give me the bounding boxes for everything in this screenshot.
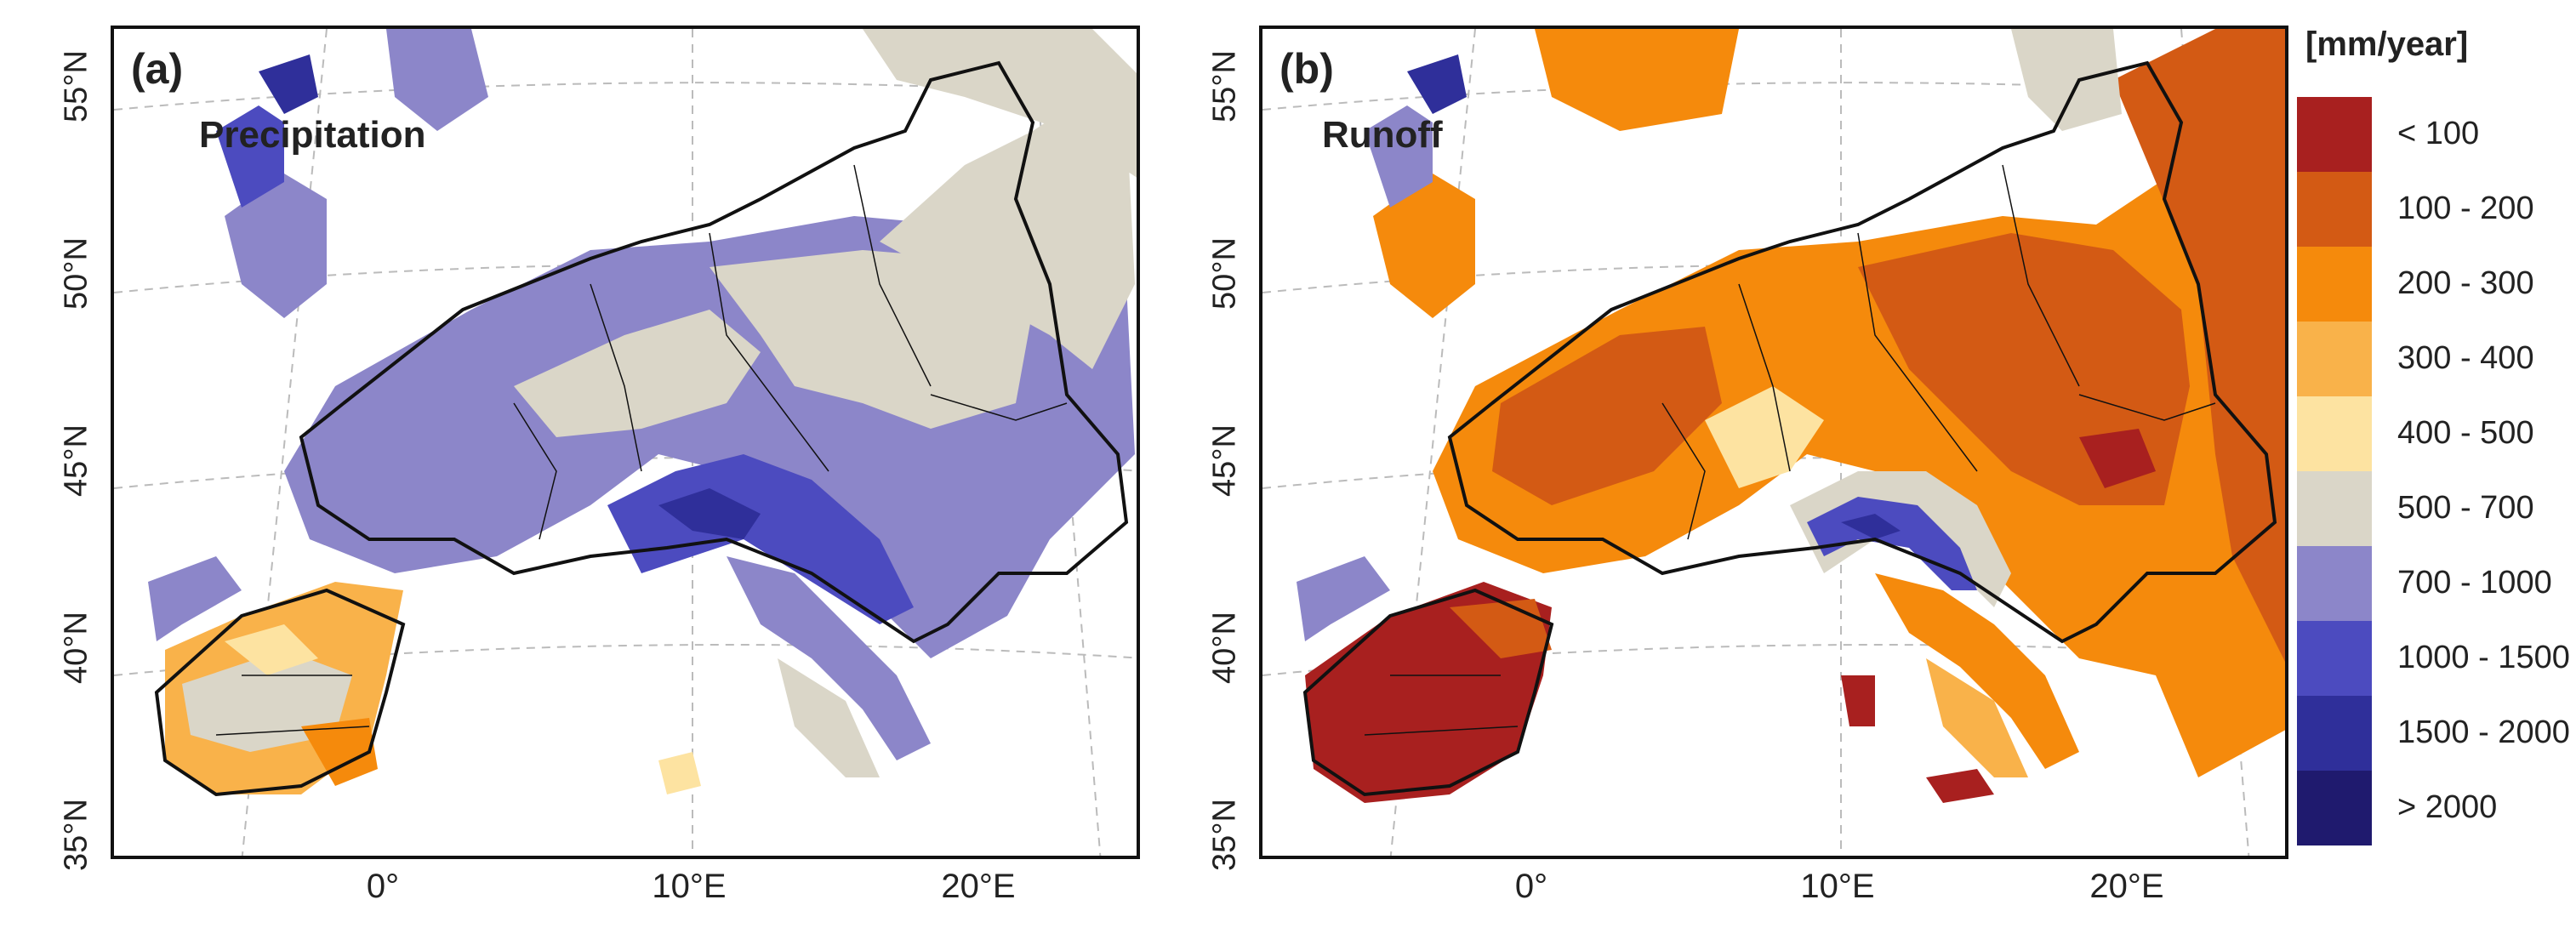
legend-swatch [2297, 471, 2372, 546]
legend-label: > 2000 [2397, 789, 2498, 825]
legend-label: 500 - 700 [2397, 490, 2534, 526]
lon-label-b-10e: 10°E [1800, 868, 1875, 905]
precipitation-map [114, 29, 1137, 856]
lat-label-a-45: 45°N [58, 424, 94, 497]
lat-label-a-50: 50°N [58, 237, 94, 310]
legend-swatch [2297, 247, 2372, 322]
legend-swatch [2297, 621, 2372, 696]
legend-swatch [2297, 172, 2372, 247]
lat-label-b-45: 45°N [1206, 424, 1243, 497]
legend-label: < 100 [2397, 116, 2480, 151]
legend-item: 1000 - 1500 [2297, 621, 2570, 696]
legend-label: 1000 - 1500 [2397, 640, 2570, 675]
legend-swatch [2297, 396, 2372, 471]
legend-item: > 2000 [2297, 771, 2569, 845]
runoff-map [1262, 29, 2285, 856]
lat-label-a-40: 40°N [58, 612, 94, 684]
lat-label-a-55: 55°N [58, 50, 94, 122]
legend: [mm/year] < 100 100 - 200 200 - 300 300 … [2297, 26, 2570, 859]
lat-label-b-40: 40°N [1206, 612, 1243, 684]
lon-label-b-20e: 20°E [2089, 868, 2164, 905]
lat-label-b-55: 55°N [1206, 50, 1243, 122]
legend-item: 200 - 300 [2297, 247, 2569, 322]
legend-label: 200 - 300 [2397, 265, 2534, 301]
lat-label-b-35: 35°N [1206, 799, 1243, 871]
lat-label-a-35: 35°N [58, 799, 94, 871]
legend-label: 700 - 1000 [2397, 565, 2552, 601]
panel-a-label: (a) [131, 45, 184, 93]
legend-item: 400 - 500 [2297, 396, 2569, 471]
lon-label-b-0: 0° [1514, 868, 1548, 905]
map-panel-precipitation: (a) Precipitation [111, 26, 1140, 859]
legend-swatch [2297, 696, 2372, 771]
panel-b-title: Runoff [1322, 114, 1443, 156]
legend-label: 400 - 500 [2397, 415, 2534, 451]
legend-title: [mm/year] [2305, 26, 2469, 63]
legend-swatch [2297, 771, 2372, 845]
legend-item: 100 - 200 [2297, 172, 2569, 247]
legend-swatch [2297, 322, 2372, 396]
legend-swatch [2297, 546, 2372, 621]
lon-label-a-0: 0° [366, 868, 400, 905]
legend-item: 300 - 400 [2297, 322, 2569, 396]
legend-item: 700 - 1000 [2297, 546, 2569, 621]
legend-swatch [2297, 97, 2372, 172]
map-panel-runoff: (b) Runoff [1259, 26, 2288, 859]
lon-label-a-10e: 10°E [652, 868, 727, 905]
lon-label-a-20e: 20°E [941, 868, 1016, 905]
legend-item: < 100 [2297, 97, 2569, 172]
legend-label: 1500 - 2000 [2397, 715, 2570, 750]
legend-label: 300 - 400 [2397, 340, 2534, 376]
lat-label-b-50: 50°N [1206, 237, 1243, 310]
legend-label: 100 - 200 [2397, 191, 2534, 226]
panel-b-label: (b) [1279, 45, 1334, 93]
legend-item: 500 - 700 [2297, 471, 2569, 546]
panel-a-title: Precipitation [199, 114, 426, 156]
legend-item: 1500 - 2000 [2297, 696, 2570, 771]
